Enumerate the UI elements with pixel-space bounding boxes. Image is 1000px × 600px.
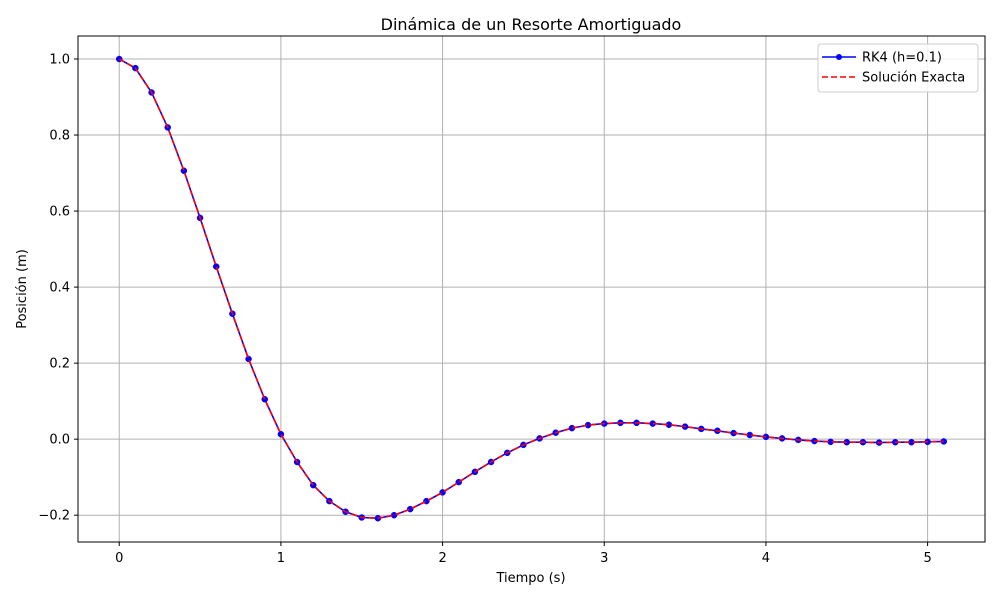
y-axis-label: Posición (m) bbox=[15, 249, 30, 329]
y-tick-label: 1.0 bbox=[49, 53, 70, 68]
x-tick-label: 0 bbox=[115, 551, 123, 566]
y-tick-label: 0.2 bbox=[49, 357, 70, 372]
y-tick-label: 0.0 bbox=[49, 433, 70, 448]
plot-frame bbox=[77, 35, 986, 543]
chart-title: Dinámica de un Resorte Amortiguado bbox=[381, 15, 682, 34]
y-tick-label: 0.8 bbox=[49, 129, 70, 144]
x-tick-label: 5 bbox=[923, 551, 931, 566]
x-axis-label: Tiempo (s) bbox=[495, 571, 565, 586]
axis-ticks: 0 1 2 3 4 5 −0.2 0.0 0.2 0.4 0.6 0.8 1.0 bbox=[38, 53, 931, 567]
data-point-rk4 bbox=[423, 497, 430, 505]
grid-lines bbox=[78, 36, 985, 542]
data-point-rk4 bbox=[212, 263, 220, 270]
legend-label-exact: Solución Exacta bbox=[862, 71, 965, 86]
series-line-exact bbox=[118, 58, 944, 520]
x-tick-label: 2 bbox=[438, 551, 446, 566]
x-tick-label: 4 bbox=[762, 551, 770, 566]
y-tick-label: 0.6 bbox=[49, 205, 70, 220]
legend-box bbox=[817, 43, 979, 93]
legend-marker-rk4 bbox=[836, 54, 842, 60]
y-tick-label: 0.4 bbox=[49, 281, 70, 296]
series-layer bbox=[115, 55, 948, 522]
x-tick-label: 3 bbox=[600, 551, 608, 566]
data-point-rk4 bbox=[180, 167, 188, 175]
data-point-rk4 bbox=[245, 355, 252, 363]
x-tick-label: 1 bbox=[277, 551, 285, 566]
legend-label-rk4: RK4 (h=0.1) bbox=[862, 51, 942, 66]
legend: RK4 (h=0.1) Solución Exacta bbox=[817, 43, 979, 93]
y-tick-label: −0.2 bbox=[38, 509, 70, 524]
